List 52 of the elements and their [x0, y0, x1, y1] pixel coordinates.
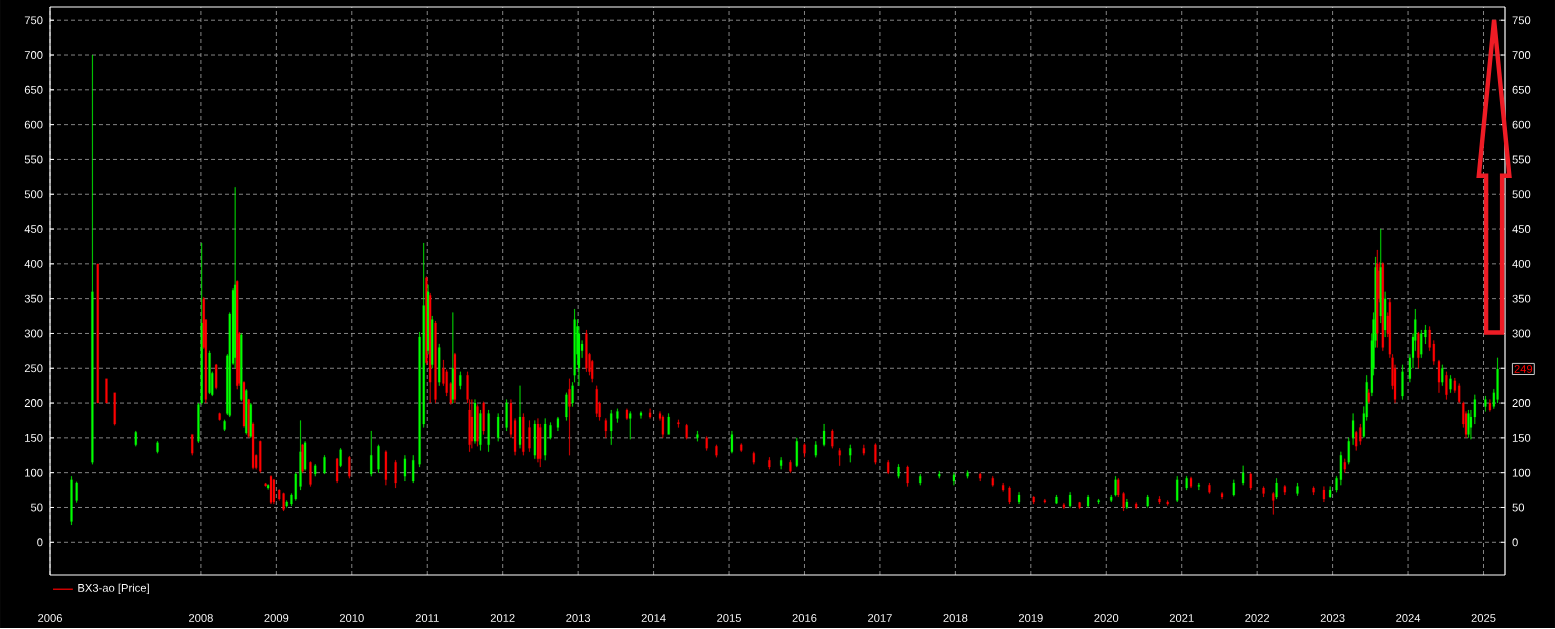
y2-tick-label: 0	[1512, 538, 1518, 547]
y2-tick-label: 150	[1512, 434, 1531, 443]
y2-tick-label: 50	[1512, 503, 1525, 512]
x-tick-label: 2024	[1396, 614, 1421, 623]
y2-tick-label: 750	[1512, 16, 1531, 25]
y2-tick-label: 550	[1512, 155, 1531, 164]
x-tick-label: 2010	[339, 614, 364, 623]
y2-tick-label: 300	[1512, 329, 1531, 338]
y-tick-label: 300	[24, 329, 43, 338]
x-tick-label: 2021	[1169, 614, 1194, 623]
y-tick-label: 750	[24, 16, 43, 25]
y2-tick-label: 350	[1512, 294, 1531, 303]
x-tick-label: 2006	[38, 614, 62, 623]
x-tick-label: 2016	[792, 614, 817, 623]
x-tick-label: 2019	[1018, 614, 1043, 623]
y-tick-label: 550	[24, 155, 43, 164]
y-tick-label: 200	[24, 399, 43, 408]
y-tick-label: 150	[25, 434, 43, 443]
x-tick-label: 2020	[1094, 614, 1119, 623]
x-tick-label: 2011	[415, 614, 439, 623]
y2-tick-label: 500	[1512, 190, 1531, 199]
y2-tick-label: 700	[1512, 51, 1531, 60]
y2-tick-label: 400	[1512, 260, 1531, 268]
annotation: 249	[1514, 365, 1533, 374]
legend-label: BX3-ao [Price]	[78, 583, 149, 595]
x-tick-label: 2008	[189, 614, 213, 623]
x-tick-label: 2014	[641, 614, 666, 623]
y-tick-label: 600	[24, 120, 43, 129]
y2-tick-label: 200	[1512, 399, 1531, 408]
x-tick-label: 2013	[566, 614, 591, 623]
y-tick-label: 700	[24, 51, 43, 60]
y-tick-label: 500	[24, 190, 43, 199]
x-tick-label: 2023	[1320, 614, 1345, 623]
x-tick-label: 2015	[717, 614, 742, 623]
y-tick-label: 650	[24, 86, 43, 94]
y2-tick-label: 450	[1512, 225, 1531, 234]
y-tick-label: 450	[24, 225, 43, 234]
y-tick-label: 250	[24, 364, 43, 373]
x-tick-label: 2018	[943, 614, 968, 623]
x-tick-label: 2025	[1471, 614, 1496, 623]
y2-tick-label: 650	[1512, 86, 1531, 94]
y-tick-label: 350	[24, 294, 43, 303]
x-tick-label: 2022	[1245, 614, 1270, 623]
y-tick-label: 0	[37, 538, 43, 547]
x-tick-label: 2009	[264, 614, 289, 623]
x-tick-label: 2017	[868, 614, 892, 623]
y2-tick-label: 600	[1512, 120, 1531, 129]
x-tick-label: 2012	[490, 614, 515, 623]
y-tick-label: 400	[24, 260, 43, 268]
y-tick-label: 100	[25, 468, 43, 477]
y2-tick-label: 100	[1512, 468, 1531, 477]
y-tick-label: 50	[30, 503, 43, 512]
